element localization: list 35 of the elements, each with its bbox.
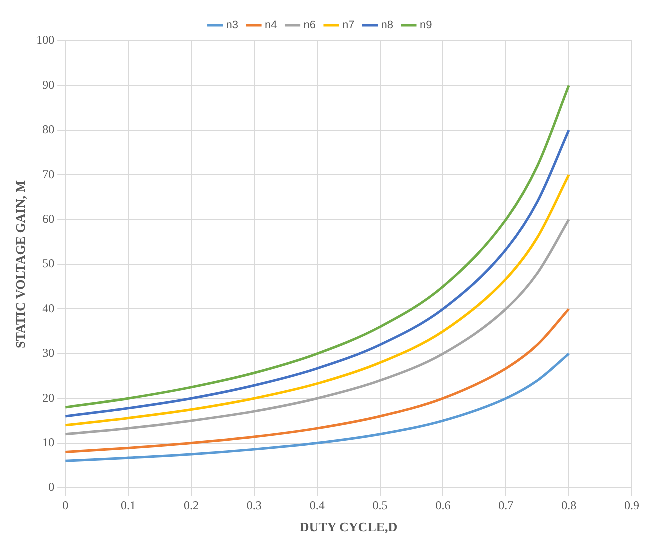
y-tick-label: 60	[42, 212, 55, 226]
x-axis-title: DUTY CYCLE,D	[300, 520, 398, 535]
legend-label: n8	[381, 20, 394, 32]
line-series	[66, 218, 570, 436]
y-tick-label: 50	[42, 256, 55, 271]
x-tick-label: 0.9	[624, 498, 640, 512]
y-tick-label: 70	[42, 167, 55, 182]
y-tick-label: 40	[42, 301, 55, 316]
line-series	[66, 352, 570, 462]
y-tick-label: 90	[42, 78, 55, 92]
line-series	[66, 84, 570, 409]
y-tick-label: 80	[42, 122, 55, 137]
legend-label: n3	[226, 20, 239, 32]
y-tick-label: 30	[42, 346, 55, 360]
y-tick-label: 20	[42, 390, 55, 405]
line-series	[66, 174, 570, 427]
y-axis-title: STATIC VOLTAGE GAIN, M	[13, 180, 28, 349]
y-tick-label: 0	[48, 480, 55, 494]
x-tick-label: 0.2	[184, 498, 199, 512]
y-tick-label: 10	[42, 435, 55, 450]
legend-label: n4	[265, 20, 278, 32]
x-tick-label: 0.3	[246, 498, 262, 512]
x-tick-label: 0	[62, 498, 69, 512]
line-series	[66, 308, 570, 454]
x-tick-label: 0.4	[310, 498, 325, 512]
x-tick-label: 0.1	[121, 498, 136, 512]
legend-label: n9	[420, 20, 432, 32]
y-tick-label: 100	[36, 33, 55, 48]
x-tick-label: 0.6	[436, 498, 451, 512]
line-series	[66, 129, 570, 418]
legend-label: n7	[342, 20, 355, 32]
legend-label: n6	[304, 20, 316, 32]
x-tick-label: 0.5	[372, 498, 388, 512]
x-tick-label: 0.8	[562, 498, 577, 512]
x-tick-label: 0.7	[498, 498, 514, 512]
